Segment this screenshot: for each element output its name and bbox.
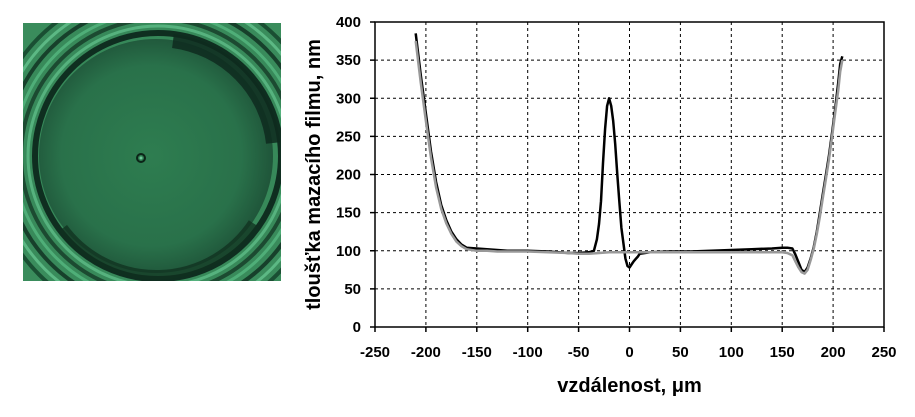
grid xyxy=(375,22,884,327)
series-layer xyxy=(414,33,844,275)
x-tick-label: -150 xyxy=(462,344,492,361)
interference-photo xyxy=(23,23,281,281)
y-tick-label: 300 xyxy=(336,90,361,107)
y-axis-label: tloušťka mazacího filmu, nm xyxy=(303,39,325,310)
x-tick-label: -200 xyxy=(411,344,441,361)
y-tick-label: 0 xyxy=(353,319,361,336)
y-tick-label: 200 xyxy=(336,167,361,184)
y-tick-label: 100 xyxy=(336,243,361,260)
series-line-black xyxy=(414,33,844,274)
x-tick-label: -100 xyxy=(513,344,543,361)
center-particle xyxy=(136,153,146,163)
y-tick-label: 350 xyxy=(336,52,361,69)
x-tick-label: 50 xyxy=(672,344,689,361)
x-tick-label: 0 xyxy=(625,344,633,361)
y-tick-label: 150 xyxy=(336,205,361,222)
x-tick-label: 200 xyxy=(821,344,846,361)
x-axis-label: vzdálenost, μm xyxy=(557,375,702,397)
x-tick-label: 150 xyxy=(770,344,795,361)
dark-crescent-bottom xyxy=(58,220,258,280)
x-tick-label: -50 xyxy=(568,344,590,361)
x-tick-label: 250 xyxy=(871,344,896,361)
x-tick-label: 100 xyxy=(719,344,744,361)
y-tick-label: 400 xyxy=(336,14,361,31)
x-tick-label: -250 xyxy=(360,344,390,361)
y-tick-label: 250 xyxy=(336,128,361,145)
y-tick-label: 50 xyxy=(344,281,361,298)
tick-labels: -250 -200 -150 -100 -50 0 50 100 150 200 250 0 50 100… xyxy=(336,14,897,361)
series-line-gray xyxy=(414,40,844,275)
dark-crescent-top xyxy=(171,34,280,144)
contact-zone xyxy=(39,39,273,273)
